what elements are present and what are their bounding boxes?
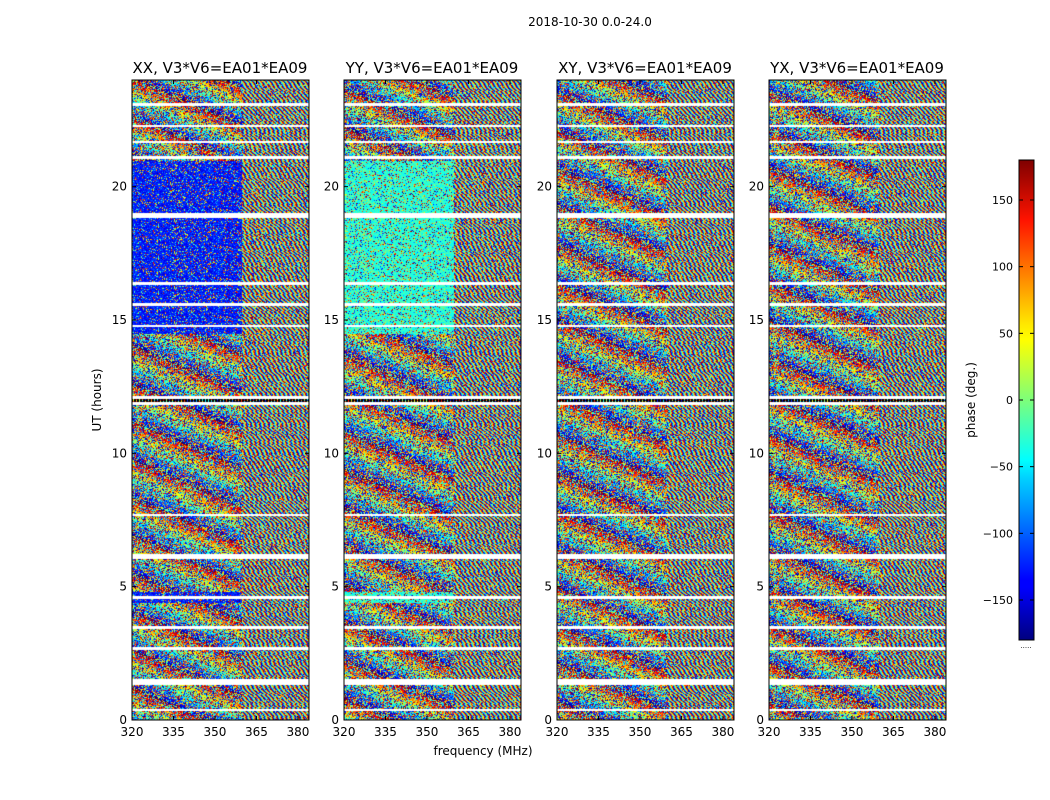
ticks-xx: 320 335 350 365 380 0 5 10 15 20 [112, 80, 309, 739]
panel-yy: YY, V3*V6=EA01*EA09 320 335 350 365 380 0 5 10 1… [324, 59, 522, 739]
colorbar-tick-label: −150 [983, 594, 1013, 607]
phase-heatmap-xy [557, 80, 734, 720]
y-tick-label: 10 [112, 446, 127, 460]
colorbar-label: phase (deg.) [964, 362, 978, 438]
suptitle: 2018-10-30 0.0-24.0 [528, 15, 652, 29]
panel-title-yx: YX, V3*V6=EA01*EA09 [769, 59, 944, 77]
x-tick-label: 335 [587, 725, 610, 739]
x-tick-label: 335 [799, 725, 822, 739]
x-tick-label: 350 [416, 725, 439, 739]
x-tick-label: 350 [841, 725, 864, 739]
phase-heatmap-yy [344, 80, 521, 720]
y-axis-label: UT (hours) [90, 368, 104, 431]
y-tick-label: 10 [537, 446, 552, 460]
colorbar-tick-label: −100 [983, 527, 1013, 540]
x-tick-label: 350 [204, 725, 227, 739]
colorbar-tick-label: 150 [992, 194, 1013, 207]
ticks-yy: 320 335 350 365 380 0 5 10 15 20 [324, 80, 521, 739]
x-tick-label: 365 [245, 725, 268, 739]
panel-yx: YX, V3*V6=EA01*EA09 320 335 350 365 380 0 5 10 1… [749, 59, 947, 739]
y-tick-label: 5 [331, 580, 339, 594]
y-tick-label: 0 [119, 713, 127, 727]
frame-xy [556, 79, 735, 721]
y-tick-label: 0 [756, 713, 764, 727]
x-tick-label: 350 [629, 725, 652, 739]
x-tick-label: 365 [882, 725, 905, 739]
colorbar-tick-label: 0 [1006, 394, 1013, 407]
y-tick-label: 10 [324, 446, 339, 460]
panel-xy: XY, V3*V6=EA01*EA09 320 335 350 365 380 0 5 10 1… [537, 59, 735, 739]
colorbar-tick-label: 100 [992, 261, 1013, 274]
x-tick-label: 380 [286, 725, 309, 739]
x-tick-label: 365 [670, 725, 693, 739]
y-tick-label: 5 [544, 580, 552, 594]
ticks-yx: 320 335 350 365 380 0 5 10 15 20 [749, 80, 946, 739]
panel-title-yy: YY, V3*V6=EA01*EA09 [345, 59, 519, 77]
x-tick-label: 335 [374, 725, 397, 739]
y-tick-label: 15 [324, 313, 339, 327]
x-tick-label: 380 [923, 725, 946, 739]
y-tick-label: 0 [544, 713, 552, 727]
x-tick-label: 320 [546, 725, 569, 739]
phase-heatmap-yx [769, 80, 946, 720]
y-tick-label: 20 [749, 180, 764, 194]
x-tick-label: 365 [457, 725, 480, 739]
y-tick-label: 5 [119, 580, 127, 594]
y-tick-label: 5 [756, 580, 764, 594]
y-tick-label: 20 [537, 180, 552, 194]
y-tick-label: 10 [749, 446, 764, 460]
x-tick-label: 335 [162, 725, 185, 739]
y-tick-label: 15 [749, 313, 764, 327]
frame-yx [768, 79, 947, 721]
x-axis-label: frequency (MHz) [433, 744, 532, 758]
phase-heatmap-xx [132, 80, 309, 720]
y-tick-label: 0 [331, 713, 339, 727]
y-tick-label: 20 [112, 180, 127, 194]
x-tick-label: 320 [121, 725, 144, 739]
y-tick-label: 20 [324, 180, 339, 194]
x-tick-label: 320 [758, 725, 781, 739]
x-tick-label: 380 [711, 725, 734, 739]
panel-title-xx: XX, V3*V6=EA01*EA09 [133, 59, 308, 77]
panel-xx: XX, V3*V6=EA01*EA09 320 335 350 365 380 0 5 10 1… [112, 59, 310, 739]
colorbar: 150 100 50 0 −50 −100 −150 phase (deg.) ..... [964, 159, 1035, 650]
frame-xx [131, 79, 310, 721]
colorbar-tick-label: −50 [990, 461, 1013, 474]
y-tick-label: 15 [537, 313, 552, 327]
colorbar-footer: ..... [1020, 642, 1031, 650]
ticks-xy: 320 335 350 365 380 0 5 10 15 20 [537, 80, 734, 739]
colorbar-tick-label: 50 [999, 327, 1013, 340]
colorbar-ticks: 150 100 50 0 −50 −100 −150 [983, 194, 1034, 607]
panel-title-xy: XY, V3*V6=EA01*EA09 [558, 59, 732, 77]
frame-yy [343, 79, 522, 721]
x-tick-label: 320 [333, 725, 356, 739]
y-tick-label: 15 [112, 313, 127, 327]
x-tick-label: 380 [498, 725, 521, 739]
